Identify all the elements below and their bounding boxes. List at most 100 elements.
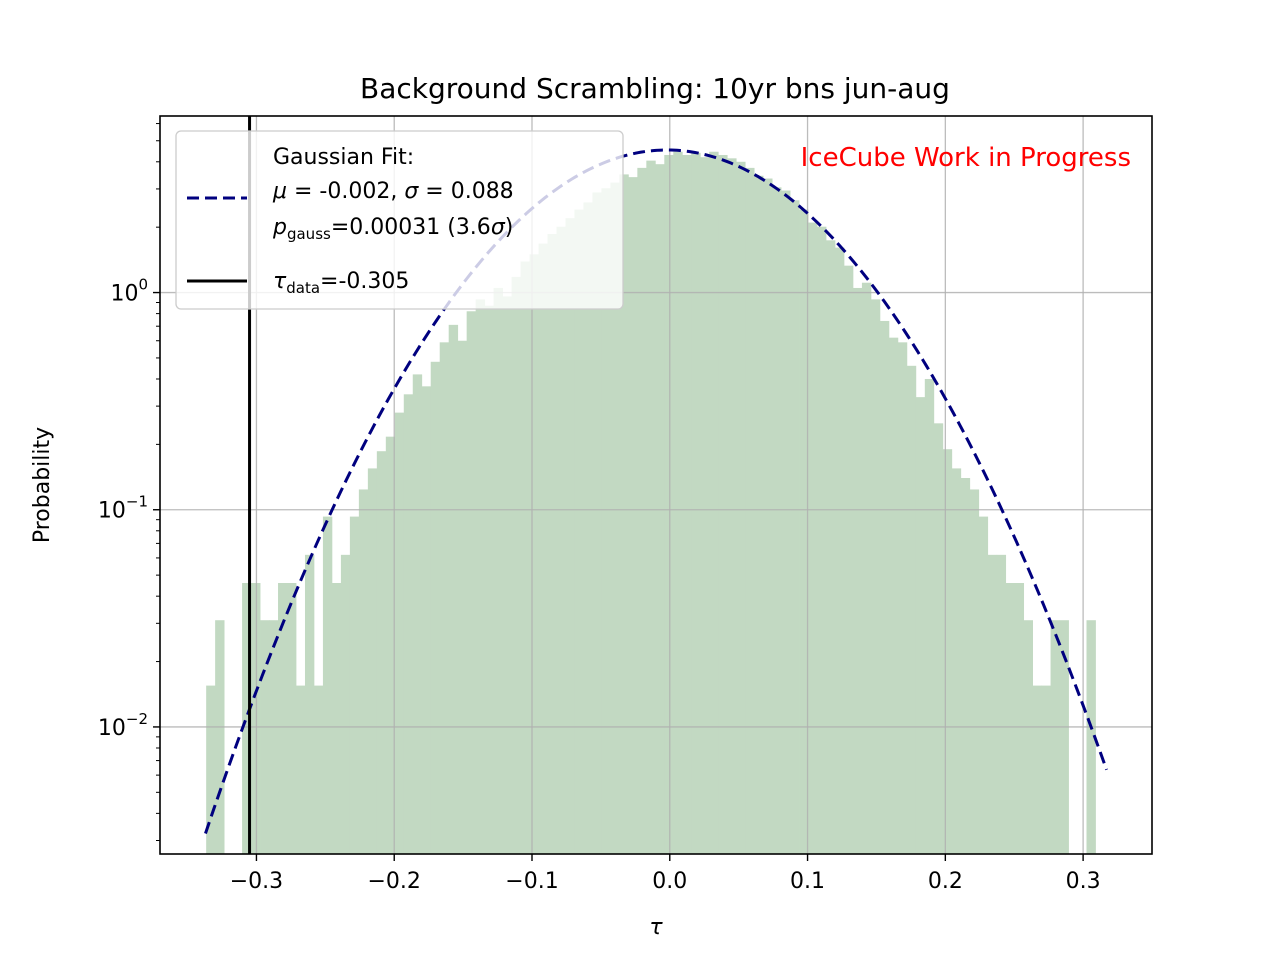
histogram-bar [322,516,333,854]
plot-area [160,116,1152,855]
histogram-bar [295,685,306,854]
histogram-bar [969,489,980,854]
x-tick-label: −0.3 [230,869,283,894]
histogram-bar [888,337,899,854]
histogram-bar [736,161,746,854]
histogram-bar [251,582,261,854]
histogram-bar [206,685,216,854]
histogram-bars [206,151,1096,855]
histogram-bar [700,157,710,854]
histogram-bar [1014,582,1025,854]
x-tick-label: −0.2 [368,869,421,894]
histogram-bar [646,160,656,854]
gaussian-fit-curve [204,148,1108,834]
histogram-bar [313,685,324,854]
histogram-bar [547,234,557,854]
histogram-bar [996,554,1007,854]
histogram-bar [394,412,405,854]
histogram-bar [915,397,926,854]
legend-mu-value: = -0.002, [287,179,404,204]
axes-frame [159,115,1153,855]
histogram-bar [781,190,791,855]
histogram-bar [1059,620,1069,854]
y-tick-label: 100 [110,276,148,307]
y-tick-base: 10 [98,499,126,524]
histogram-bar [278,582,288,854]
histogram-bar [511,276,521,854]
y-tick-exponent: −2 [126,710,148,728]
histogram-bar [538,243,548,855]
histogram-bar [1032,685,1042,854]
histogram-bar [906,365,917,854]
histogram-bar [843,265,854,854]
histogram-bar [269,620,279,854]
histogram-bar [376,451,387,854]
x-axis-ticks: −0.3 −0.2 −0.1 0.0 0.1 0.2 0.3 [230,854,1101,894]
legend-box [175,130,624,310]
histogram-bar [960,478,971,854]
histogram-bar [556,226,566,855]
histogram-bar [790,200,800,855]
chart-title: Background Scrambling: 10yr bns jun-aug [360,72,950,105]
watermark-text: IceCube Work in Progress [801,143,1131,173]
histogram-bar [808,222,818,855]
histogram-bar [861,282,872,855]
histogram-bar [727,158,737,854]
histogram-bar [466,311,477,855]
legend-p-sigma: σ [491,215,506,240]
histogram-bar [817,226,827,855]
histogram-bar [628,177,638,854]
histogram-bar [682,154,692,855]
histogram-bar [601,188,611,854]
histogram-bar [475,299,486,854]
histogram-bar [421,386,432,854]
histogram-bar [610,182,620,854]
histogram-bar [951,468,962,854]
histogram-bar [870,299,881,854]
histogram-bar [763,178,773,855]
histogram-bar [439,342,450,854]
legend-tau-symbol: τ [273,269,287,294]
x-axis-label: τ [649,915,663,940]
histogram-bar [484,305,495,854]
histogram-bar [457,340,468,854]
legend-tau-value: =-0.305 [320,269,409,294]
histogram-bar [691,152,701,854]
legend-data-label: τdata=-0.305 [273,269,409,297]
histogram-bar [772,187,782,854]
histogram-bar [987,554,998,854]
histogram-bar [592,192,602,854]
histogram-bar [529,254,539,855]
y-tick-base: 10 [110,282,138,307]
histogram-bar [430,361,441,854]
histogram-bar [978,516,989,854]
histogram-bar [260,620,270,854]
legend-p-close: ) [505,215,514,240]
legend-tau-subscript: data [286,279,320,297]
histogram-bar [574,209,584,854]
histogram-bar [1005,582,1016,854]
histogram-bar [448,324,459,854]
histogram-bar [340,554,351,854]
histogram-bar [583,202,593,854]
histogram-bar [287,582,297,854]
y-tick-exponent: −1 [126,493,148,511]
histogram-bar [942,449,953,854]
histogram-bar [1023,620,1034,854]
histogram-bar [493,287,503,855]
x-tick-label: −0.1 [505,869,558,894]
histogram-bar [403,394,414,854]
histogram-bar [331,582,342,854]
legend-mu-symbol: μ [272,179,287,204]
histogram-bar [385,436,396,854]
histogram-bar [1050,620,1060,854]
histogram-bar [745,167,755,854]
histogram-bar [664,154,674,855]
histogram-bar [718,154,728,855]
x-tick-label: 0.2 [928,869,963,894]
histogram-bar [215,620,225,854]
histogram-bar [637,167,647,854]
histogram-bar [754,175,764,855]
